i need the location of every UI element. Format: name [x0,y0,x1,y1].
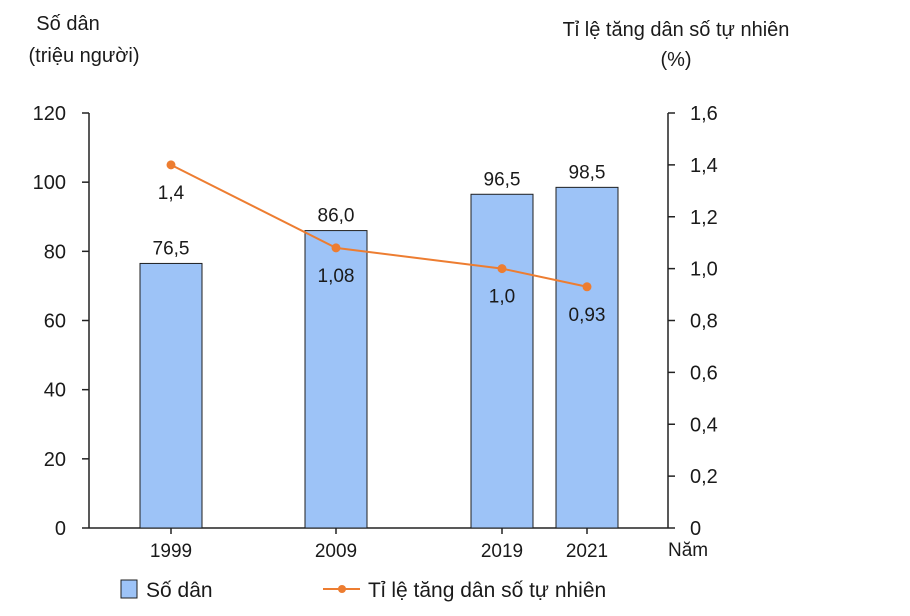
growth-rate-line [166,160,592,292]
growth-rate-label: 1,4 [158,183,185,204]
x-ticks: 1999 2009 2019 2021 [150,528,608,562]
legend-label-growth-rate: Tỉ lệ tăng dân số tự nhiên [368,579,606,602]
right-tick-label: 0,4 [690,414,718,436]
right-tick-label: 0,8 [690,311,718,333]
population-bar-labels: 76,5 86,0 96,5 98,5 [153,162,606,259]
left-tick-label: 40 [44,380,66,402]
right-tick-label: 1,4 [690,155,718,177]
right-tick-label: 1,2 [690,207,718,229]
population-bar [304,230,368,529]
left-tick-label: 100 [33,172,66,194]
legend: Số dân Tỉ lệ tăng dân số tự nhiên [120,579,606,602]
growth-rate-point [331,243,341,253]
left-tick-label: 80 [44,241,66,263]
population-bar-label: 76,5 [153,238,190,259]
x-tick-label: 2019 [481,541,523,562]
population-bar-label: 86,0 [318,206,355,227]
right-tick-label: 0,6 [690,362,718,384]
growth-rate-point [497,264,507,274]
right-y-ticks: 0 0,2 0,4 0,6 0,8 1,0 1,2 1,4 1,6 [668,103,718,540]
growth-rate-polyline [170,163,588,288]
x-tick-label: 2021 [566,541,608,562]
right-axis-title-line2: (%) [660,49,691,71]
right-tick-label: 0 [690,518,701,540]
left-tick-label: 0 [55,518,66,540]
growth-rate-label: 0,93 [569,305,606,326]
legend-swatch-growth-rate-dot [338,585,346,593]
legend-swatch-population [120,579,138,599]
left-tick-label: 120 [33,103,66,125]
right-tick-label: 0,2 [690,466,718,488]
x-tick-label: 1999 [150,541,192,562]
growth-rate-point [582,282,592,292]
right-tick-label: 1,0 [690,259,718,281]
x-tick-label: 2009 [315,541,357,562]
right-tick-label: 1,6 [690,103,718,125]
population-bar-label: 98,5 [569,162,606,183]
population-bar [470,193,534,529]
population-bar-label: 96,5 [484,169,521,190]
left-axis-title-line2: (triệu người) [29,45,140,67]
right-axis-title-line1: Tỉ lệ tăng dân số tự nhiên [563,19,790,41]
growth-rate-label: 1,0 [489,287,515,308]
population-bar [555,186,619,529]
left-axis-title-line1: Số dân [36,13,99,35]
left-tick-label: 20 [44,449,66,471]
left-tick-label: 60 [44,311,66,333]
population-bar [139,262,203,529]
left-y-ticks: 0 20 40 60 80 100 120 [33,103,89,540]
growth-rate-label: 1,08 [318,266,355,287]
population-bars [139,186,619,529]
x-axis-title: Năm [668,540,708,561]
legend-label-population: Số dân [146,579,213,602]
growth-rate-point [166,160,176,170]
growth-rate-labels: 1,4 1,08 1,0 0,93 [158,183,606,326]
